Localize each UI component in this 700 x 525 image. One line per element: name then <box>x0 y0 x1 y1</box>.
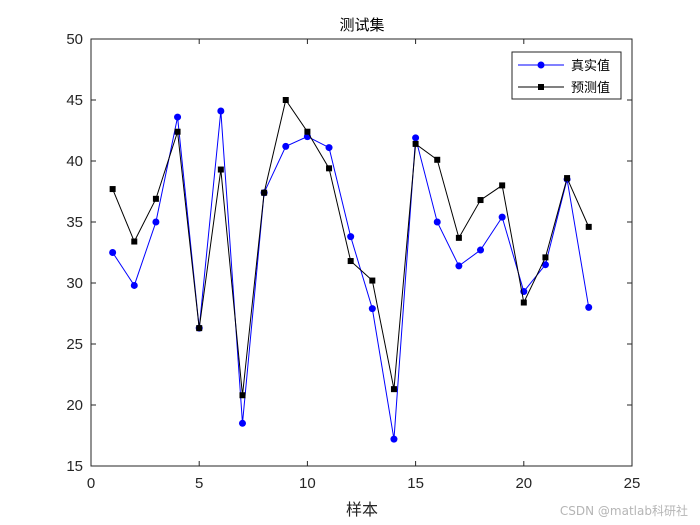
data-point <box>326 165 333 172</box>
x-tick-label: 20 <box>515 475 532 492</box>
data-point <box>455 234 462 241</box>
x-tick-label: 5 <box>195 475 203 492</box>
data-point <box>109 249 117 256</box>
data-point <box>282 97 289 103</box>
chart-title: 测试集 <box>339 16 384 34</box>
legend-marker-actual <box>537 61 545 69</box>
series-layer <box>109 97 593 443</box>
data-point <box>434 156 441 163</box>
x-axis: 0 5 10 15 20 25 <box>87 39 641 492</box>
data-point <box>542 254 549 261</box>
data-point <box>390 386 397 393</box>
data-point <box>325 144 333 152</box>
data-point <box>152 218 160 226</box>
data-point <box>131 238 138 245</box>
y-tick-label: 45 <box>66 92 83 109</box>
data-point <box>238 419 246 427</box>
legend: 真实值 预测值 <box>511 51 622 100</box>
data-point <box>412 140 419 147</box>
data-point <box>347 233 355 241</box>
data-point <box>217 107 225 115</box>
y-tick-label: 15 <box>66 458 83 475</box>
x-axis-label: 样本 <box>346 500 378 519</box>
data-point <box>196 325 203 332</box>
data-point <box>174 113 182 121</box>
data-point <box>541 261 549 269</box>
data-point <box>261 189 268 196</box>
y-tick-label: 20 <box>66 397 83 414</box>
data-point <box>347 258 354 265</box>
y-tick-label: 25 <box>66 336 83 353</box>
x-tick-label: 25 <box>624 475 641 492</box>
x-tick-label: 15 <box>407 475 424 492</box>
data-point <box>152 195 159 202</box>
data-point <box>520 299 527 306</box>
data-point <box>390 435 398 443</box>
data-point <box>433 218 441 226</box>
data-point <box>174 128 181 135</box>
legend-marker-predicted <box>538 84 544 90</box>
legend-label-predicted: 预测值 <box>571 80 610 96</box>
y-tick-label: 40 <box>66 153 83 170</box>
y-tick-label: 50 <box>66 31 83 48</box>
data-point <box>477 246 485 254</box>
x-tick-label: 0 <box>87 475 95 492</box>
data-point <box>217 166 224 173</box>
y-axis: 15 20 25 30 35 40 45 50 <box>66 31 632 475</box>
data-point <box>109 186 116 193</box>
data-point <box>304 128 311 135</box>
data-point <box>455 262 463 270</box>
legend-box <box>511 51 622 100</box>
data-point <box>130 281 138 289</box>
y-tick-label: 30 <box>66 275 83 292</box>
data-point <box>499 182 506 189</box>
y-tick-label: 35 <box>66 214 83 231</box>
data-point <box>368 305 376 313</box>
data-point <box>282 142 290 150</box>
data-point <box>498 213 506 221</box>
legend-label-actual: 真实值 <box>571 58 610 74</box>
x-tick-label: 10 <box>299 475 316 492</box>
watermark: CSDN @matlab科研社 <box>559 504 688 518</box>
data-point <box>477 197 484 204</box>
data-point <box>412 134 420 142</box>
data-point <box>369 277 376 284</box>
plot-area <box>90 38 633 467</box>
data-point <box>585 303 593 311</box>
data-point <box>585 223 592 230</box>
data-point <box>564 175 571 182</box>
data-point <box>239 392 246 399</box>
